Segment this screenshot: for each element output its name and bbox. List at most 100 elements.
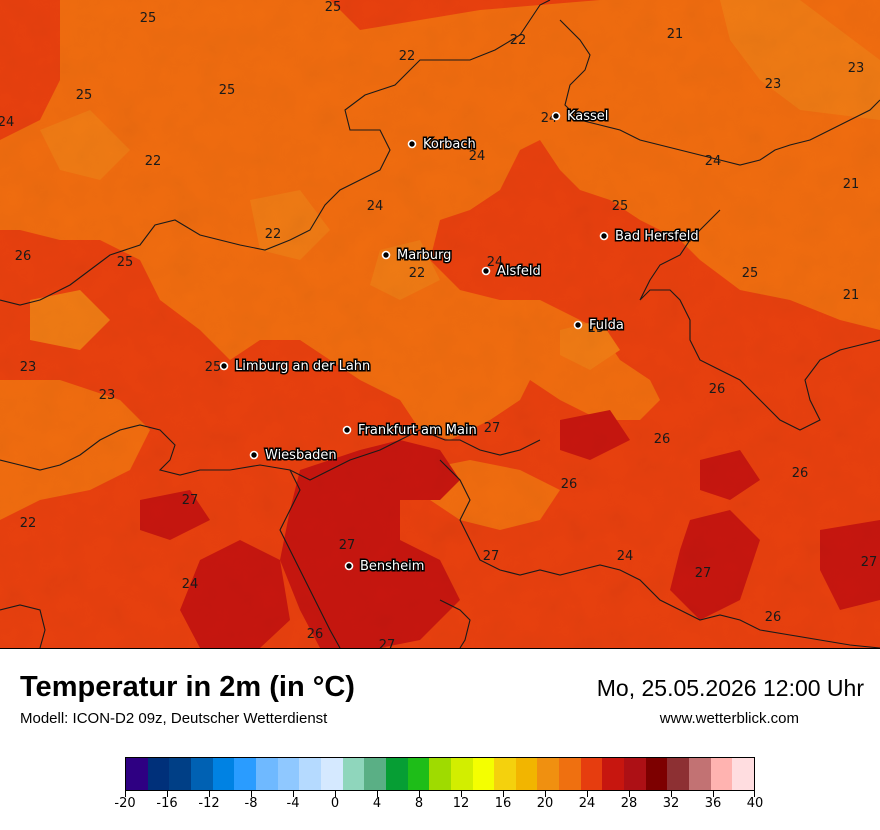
map-canvas: 25 25 22 22 21 23 23 25 25 24 24 24 22 24 21 24 25 22 26 25… [0,0,880,648]
city-marker-bad-hersfeld[interactable]: Bad Hersfeld [599,228,700,246]
city-marker-bensheim[interactable]: Bensheim [344,558,426,576]
temperature-value-label: 24 [367,199,384,214]
temperature-value-label: 24 [469,149,486,164]
colorbar-tick-mark [167,791,168,797]
temperature-value-label: 26 [709,382,726,397]
city-marker-alsfeld[interactable]: Alsfeld [481,263,542,281]
colorbar-tick-mark [503,791,504,797]
colorbar-segment [342,758,365,790]
city-dot-icon [344,561,354,571]
colorbar-segment [385,758,408,790]
city-marker-kassel[interactable]: Kassel [551,108,610,126]
temperature-value-label: 24 [705,154,722,169]
temperature-value-label: 23 [765,77,782,92]
city-marker-limburg-an-der-lahn[interactable]: Limburg an der Lahn [219,358,372,376]
colorbar-tick-label: -20 [114,796,136,811]
colorbar-segment [190,758,213,790]
temperature-values: 25 25 22 22 21 23 23 25 25 24 24 24 22 24 21 24 25 22 26 25… [0,0,877,648]
city-dot-icon [481,266,491,276]
temperature-value-label: 27 [339,538,356,553]
temperature-value-label: 26 [792,466,809,481]
city-name-label: Bensheim [360,559,424,574]
city-name-label: Wiesbaden [265,448,337,463]
city-marker-marburg[interactable]: Marburg [381,247,453,265]
colorbar-segment [299,758,321,790]
city-dot-icon [407,139,417,149]
temperature-value-label: 27 [484,421,501,436]
colorbar-segment [407,758,430,790]
temperature-value-label: 21 [667,27,684,42]
city-dot-icon [551,111,561,121]
temperature-value-label: 25 [588,321,605,336]
temperature-colorbar [125,757,755,791]
temperature-value-label: 23 [99,388,116,403]
city-dot-icon [381,250,391,260]
temperature-value-label: 25 [292,360,309,375]
colorbar-segment [645,758,668,790]
temperature-value-label: 24 [617,549,634,564]
colorbar-segment [667,758,690,790]
colorbar-segment [515,758,538,790]
temperature-value-label: 24 [182,577,199,592]
colorbar-segment [126,758,148,790]
temperature-value-label: 25 [219,83,236,98]
colorbar-segment [364,758,386,790]
city-dot-icon [249,450,259,460]
temperature-value-label: 26 [561,477,578,492]
website-link[interactable]: www.wetterblick.com [659,710,799,727]
city-dot-icon [342,425,352,435]
temperature-value-label: 27 [379,638,396,648]
city-dot-icon [599,231,609,241]
colorbar-segment [559,758,581,790]
temperature-value-label: 25 [742,266,759,281]
colorbar-segment [450,758,473,790]
temperature-value-label: 25 [76,88,93,103]
colorbar-tick-label: 20 [536,796,554,811]
temperature-value-label: 26 [15,249,32,264]
colorbar-segment [537,758,560,790]
colorbar-ticks: -20 -16 -12 -8 -4 0 4 8 12 16 20 24 28 32 36 40 [114,791,763,821]
colorbar-segment [494,758,516,790]
colorbar-tick-label: 16 [494,796,512,811]
colorbar-segment [147,758,170,790]
colorbar-tick-label: -12 [198,796,220,811]
colorbar-tick-label: 40 [746,796,764,811]
colorbar-tick-mark [713,791,714,797]
temperature-value-label: 27 [861,555,878,570]
colorbar-tick-mark [671,791,672,797]
temperature-value-label: 21 [843,288,860,303]
city-marker-wiesbaden[interactable]: Wiesbaden [249,447,338,465]
colorbar-tick-mark [629,791,630,797]
city-name-label: Korbach [423,137,476,152]
colorbar-tick-label: 0 [330,796,340,811]
city-marker-fulda[interactable]: Fulda [573,317,625,335]
temperature-value-label: 24 [487,255,504,270]
temperature-value-label: 26 [765,610,782,625]
temperature-value-label: 22 [409,266,426,281]
colorbar-segment [624,758,646,790]
city-marker-korbach[interactable]: Korbach [407,136,477,154]
colorbar-tick-label: 8 [414,796,424,811]
temperature-value-label: 25 [325,0,342,15]
colorbar-tick-label: 24 [578,796,596,811]
forecast-datetime: Mo, 25.05.2026 12:00 Uhr [596,675,864,701]
temperature-value-label: 27 [182,493,199,508]
city-name-label: Alsfeld [497,264,541,279]
temperature-map[interactable]: 25 25 22 22 21 23 23 25 25 24 24 24 22 24 21 24 25 22 26 25… [0,0,880,649]
colorbar-tick-mark [419,791,420,797]
temperature-value-label: 22 [145,154,162,169]
colorbar-tick-mark [125,791,126,797]
temperature-value-label: 25 [140,11,157,26]
colorbar-tick-label: 12 [452,796,470,811]
temperature-value-label: 25 [117,255,134,270]
colorbar-tick-mark [335,791,336,797]
model-source: Modell: ICON-D2 09z, Deutscher Wetterdie… [20,710,328,727]
city-marker-frankfurt-am-main[interactable]: Frankfurt am Main [342,422,478,440]
colorbar-tick-mark [461,791,462,797]
colorbar-tick-mark [587,791,588,797]
temperature-value-label: 22 [265,227,282,242]
temperature-value-label: 25 [205,360,222,375]
colorbar-segment [255,758,278,790]
colorbar-tick-label: 32 [662,796,680,811]
colorbar-segment [602,758,625,790]
